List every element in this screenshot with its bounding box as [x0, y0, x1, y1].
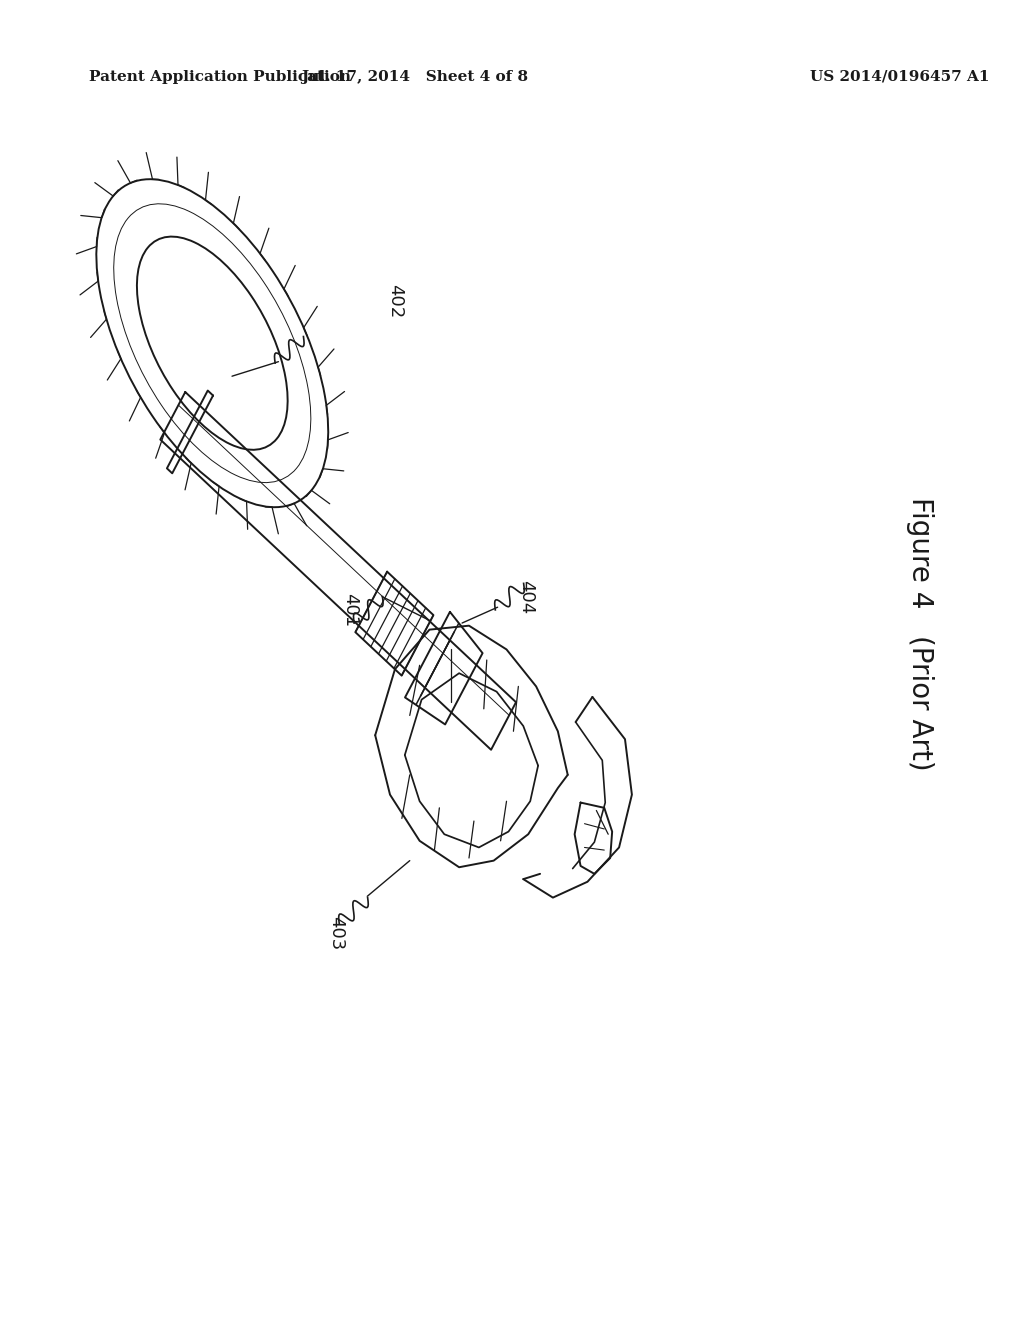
Text: Patent Application Publication: Patent Application Publication	[89, 70, 351, 83]
Text: US 2014/0196457 A1: US 2014/0196457 A1	[810, 70, 989, 83]
Text: 401: 401	[342, 593, 359, 627]
Text: 402: 402	[386, 284, 403, 318]
Text: 404: 404	[517, 579, 536, 614]
Text: 403: 403	[327, 916, 345, 950]
Text: Jul. 17, 2014   Sheet 4 of 8: Jul. 17, 2014 Sheet 4 of 8	[301, 70, 528, 83]
Text: Figure 4   (Prior Art): Figure 4 (Prior Art)	[906, 496, 934, 771]
